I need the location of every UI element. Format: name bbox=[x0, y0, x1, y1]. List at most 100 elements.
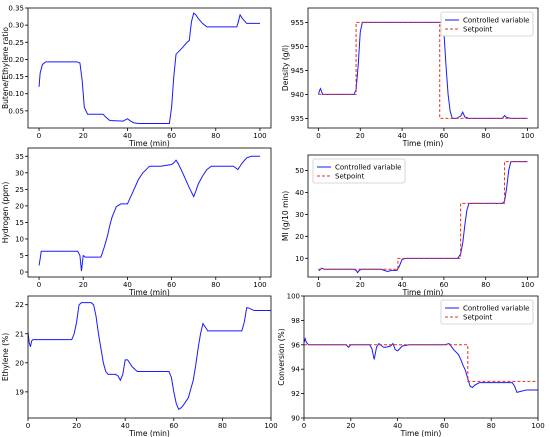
chart-panel-2: 0 20 40 60 80 100 935 940 945 950 955 Time (min) Den… bbox=[281, 7, 539, 148]
x-tick-label: 100 bbox=[264, 422, 277, 430]
series-line-1 bbox=[38, 12, 260, 125]
x-tick-label: 80 bbox=[481, 281, 490, 289]
y-axis-label: MI (g/10 min) bbox=[281, 191, 290, 241]
y-tick-label: 0.25 bbox=[8, 39, 24, 47]
x-tick-label: 60 bbox=[439, 132, 448, 140]
y-tick-label: 22 bbox=[15, 301, 24, 309]
y-tick-label: 0.05 bbox=[8, 107, 24, 115]
series-line-2 bbox=[318, 161, 528, 270]
y-tick-label: 935 bbox=[291, 115, 304, 123]
y-axis-label: Hydrogen (ppm) bbox=[1, 182, 10, 244]
y-tick-label: 90 bbox=[291, 415, 300, 423]
y-tick-label: 0.30 bbox=[8, 22, 24, 30]
legend-entry-label: Controlled variable bbox=[463, 305, 529, 313]
y-tick-label: 0.20 bbox=[8, 56, 24, 64]
legend-entry-label: Setpoint bbox=[463, 26, 493, 34]
chart-panel-3: 0 20 40 60 80 100 0 5 10 15 20 25 30 35 Time (min) Hydr… bbox=[1, 147, 272, 297]
chart-panel-5: 0 20 40 60 80 100 19 20 21 22 Time (min) Ethylene (… bbox=[1, 295, 278, 437]
y-tick-label: 20 bbox=[15, 359, 24, 367]
x-axis-label: Time (min) bbox=[128, 288, 170, 297]
y-tick-label: 0 bbox=[20, 269, 24, 277]
legend-entry-label: Setpoint bbox=[463, 314, 493, 322]
plot-frame bbox=[27, 7, 272, 129]
plot-frame bbox=[27, 295, 272, 419]
y-tick-label: 940 bbox=[291, 91, 304, 99]
legend-box bbox=[312, 158, 406, 184]
plot-frame bbox=[307, 154, 539, 278]
x-axis-label: Time (min) bbox=[128, 139, 170, 148]
series-line-1 bbox=[317, 21, 528, 119]
y-tick-label: 20 bbox=[295, 233, 304, 241]
x-tick-label: 20 bbox=[356, 132, 365, 140]
x-axis-label: Time (min) bbox=[400, 429, 442, 437]
x-tick-label: 80 bbox=[211, 132, 220, 140]
y-tick-label: 98 bbox=[291, 317, 300, 325]
x-tick-label: 20 bbox=[346, 422, 355, 430]
chart-panel-6: 0 20 40 60 80 100 90 92 94 96 98 100 Time (min) Conve… bbox=[277, 293, 545, 437]
x-tick-label: 100 bbox=[253, 132, 266, 140]
legend-box bbox=[440, 299, 534, 325]
x-axis-label: Time (min) bbox=[128, 429, 170, 437]
series-line-1 bbox=[304, 337, 538, 393]
x-tick-label: 40 bbox=[398, 132, 407, 140]
y-tick-label: 950 bbox=[291, 43, 304, 51]
series-line-1 bbox=[38, 155, 260, 272]
x-tick-label: 40 bbox=[123, 132, 132, 140]
x-tick-label: 20 bbox=[72, 422, 81, 430]
y-tick-label: 10 bbox=[295, 255, 304, 263]
chart-panel-4: 0 20 40 60 80 100 10 20 30 40 50 Time (min) MI (g/10… bbox=[281, 154, 539, 297]
y-tick-label: 0.10 bbox=[8, 90, 24, 98]
x-tick-label: 60 bbox=[440, 422, 449, 430]
x-tick-label: 80 bbox=[211, 281, 220, 289]
x-axis-label: Time (min) bbox=[402, 288, 444, 297]
x-tick-label: 20 bbox=[356, 281, 365, 289]
x-tick-label: 80 bbox=[481, 132, 490, 140]
y-axis-label: Ethylene (%) bbox=[1, 333, 10, 381]
plot-frame bbox=[307, 7, 539, 129]
y-axis-label: Butene/Ethylene ratio bbox=[1, 27, 10, 109]
x-tick-label: 0 bbox=[316, 281, 320, 289]
y-tick-label: 30 bbox=[295, 211, 304, 219]
x-tick-label: 60 bbox=[439, 281, 448, 289]
x-tick-label: 0 bbox=[302, 422, 306, 430]
y-tick-label: 19 bbox=[15, 388, 24, 396]
series-line-2 bbox=[304, 344, 538, 382]
x-tick-label: 20 bbox=[79, 281, 88, 289]
y-axis-label: Density (g/l) bbox=[281, 45, 290, 91]
x-tick-label: 80 bbox=[487, 422, 496, 430]
y-tick-label: 35 bbox=[15, 153, 24, 161]
y-tick-label: 21 bbox=[15, 330, 24, 338]
legend-entry-label: Controlled variable bbox=[335, 164, 401, 172]
x-tick-label: 100 bbox=[521, 132, 534, 140]
x-tick-label: 40 bbox=[393, 422, 402, 430]
x-tick-label: 80 bbox=[218, 422, 227, 430]
y-tick-label: 40 bbox=[295, 189, 304, 197]
x-axis-label: Time (min) bbox=[402, 139, 444, 148]
chart-panel-1: 0 20 40 60 80 100 0.05 0.10 0.15 0.20 0.25 0.30 0.35… bbox=[1, 5, 272, 148]
y-axis-label: Conversion (%) bbox=[277, 328, 286, 385]
y-tick-label: 96 bbox=[291, 341, 300, 349]
x-tick-label: 40 bbox=[398, 281, 407, 289]
y-tick-label: 94 bbox=[291, 366, 300, 374]
y-tick-label: 100 bbox=[287, 293, 300, 301]
x-tick-label: 40 bbox=[123, 281, 132, 289]
y-tick-label: 945 bbox=[291, 67, 304, 75]
plot-frame bbox=[27, 147, 272, 278]
legend-box bbox=[440, 11, 534, 37]
x-tick-label: 100 bbox=[531, 422, 544, 430]
x-tick-label: 20 bbox=[79, 132, 88, 140]
x-tick-label: 0 bbox=[37, 281, 41, 289]
x-tick-label: 0 bbox=[37, 132, 41, 140]
x-tick-label: 60 bbox=[167, 281, 176, 289]
x-tick-label: 60 bbox=[169, 422, 178, 430]
x-tick-label: 40 bbox=[121, 422, 130, 430]
series-line-2 bbox=[318, 21, 528, 119]
x-tick-label: 0 bbox=[26, 422, 30, 430]
y-tick-label: 50 bbox=[295, 167, 304, 175]
x-tick-label: 0 bbox=[316, 132, 320, 140]
y-tick-label: 92 bbox=[291, 390, 300, 398]
y-tick-label: 955 bbox=[291, 19, 304, 27]
